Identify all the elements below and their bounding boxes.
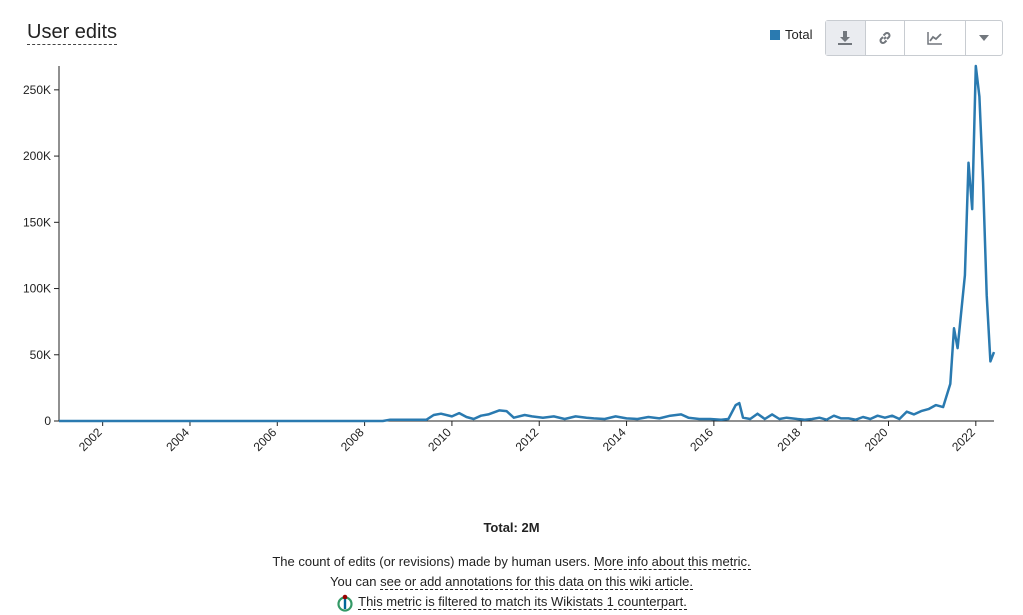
chart-axes — [58, 66, 994, 422]
caret-down-icon — [979, 35, 990, 41]
chart-toolbar — [825, 20, 1003, 56]
wikimedia-logo-icon — [337, 594, 353, 612]
x-tick-label: 2020 — [862, 425, 891, 454]
metric-description: The count of edits (or revisions) made b… — [0, 554, 1023, 570]
wikistats-filter-link[interactable]: This metric is filtered to match its Wik… — [358, 594, 687, 611]
link-button[interactable] — [866, 21, 906, 55]
x-tick-label: 2008 — [338, 425, 367, 454]
legend-label: Total — [785, 27, 813, 42]
chart-type-icon — [927, 32, 943, 45]
x-tick-label: 2016 — [687, 425, 716, 454]
metric-description-text: The count of edits (or revisions) made b… — [272, 554, 594, 569]
annotations-link[interactable]: see or add annotations for this data on … — [380, 574, 694, 590]
x-tick-label: 2002 — [76, 425, 105, 454]
more-info-link[interactable]: More info about this metric. — [593, 554, 751, 570]
y-tick-label: 0 — [44, 414, 51, 428]
x-tick-label: 2004 — [163, 425, 192, 454]
annotations-note: You can see or add annotations for this … — [0, 574, 1023, 590]
y-axis: 0 50K 100K 150K 200K 250K — [23, 83, 59, 428]
y-tick-label: 50K — [30, 348, 51, 362]
wikistats-note: This metric is filtered to match its Wik… — [0, 594, 1023, 612]
options-dropdown-button[interactable] — [966, 21, 1002, 55]
y-tick-label: 150K — [23, 215, 51, 229]
x-tick-label: 2018 — [775, 425, 804, 454]
y-tick-label: 200K — [23, 149, 51, 163]
x-tick-label: 2022 — [949, 425, 978, 454]
download-icon — [838, 31, 853, 45]
x-axis: 2002 2004 2006 2008 2010 2012 2014 2016 2018 2020… — [76, 421, 978, 454]
legend-swatch — [770, 29, 780, 40]
chart-type-button[interactable] — [905, 21, 967, 55]
x-tick-label: 2010 — [425, 425, 454, 454]
total-label: Total: 2M — [483, 520, 540, 535]
page-title: User edits — [27, 21, 118, 45]
y-tick-label: 250K — [23, 83, 51, 97]
x-tick-label: 2014 — [600, 425, 629, 454]
y-tick-label: 100K — [23, 282, 51, 296]
line-chart: 2002 2004 2006 2008 2010 2012 2014 2016 2018 2020… — [23, 64, 996, 454]
x-tick-label: 2012 — [513, 425, 542, 454]
legend: Total — [770, 27, 812, 42]
link-icon — [879, 32, 891, 44]
annotations-note-text: You can — [329, 574, 381, 589]
x-tick-label: 2006 — [251, 425, 280, 454]
download-button[interactable] — [826, 21, 866, 55]
series-line-total — [59, 64, 996, 423]
